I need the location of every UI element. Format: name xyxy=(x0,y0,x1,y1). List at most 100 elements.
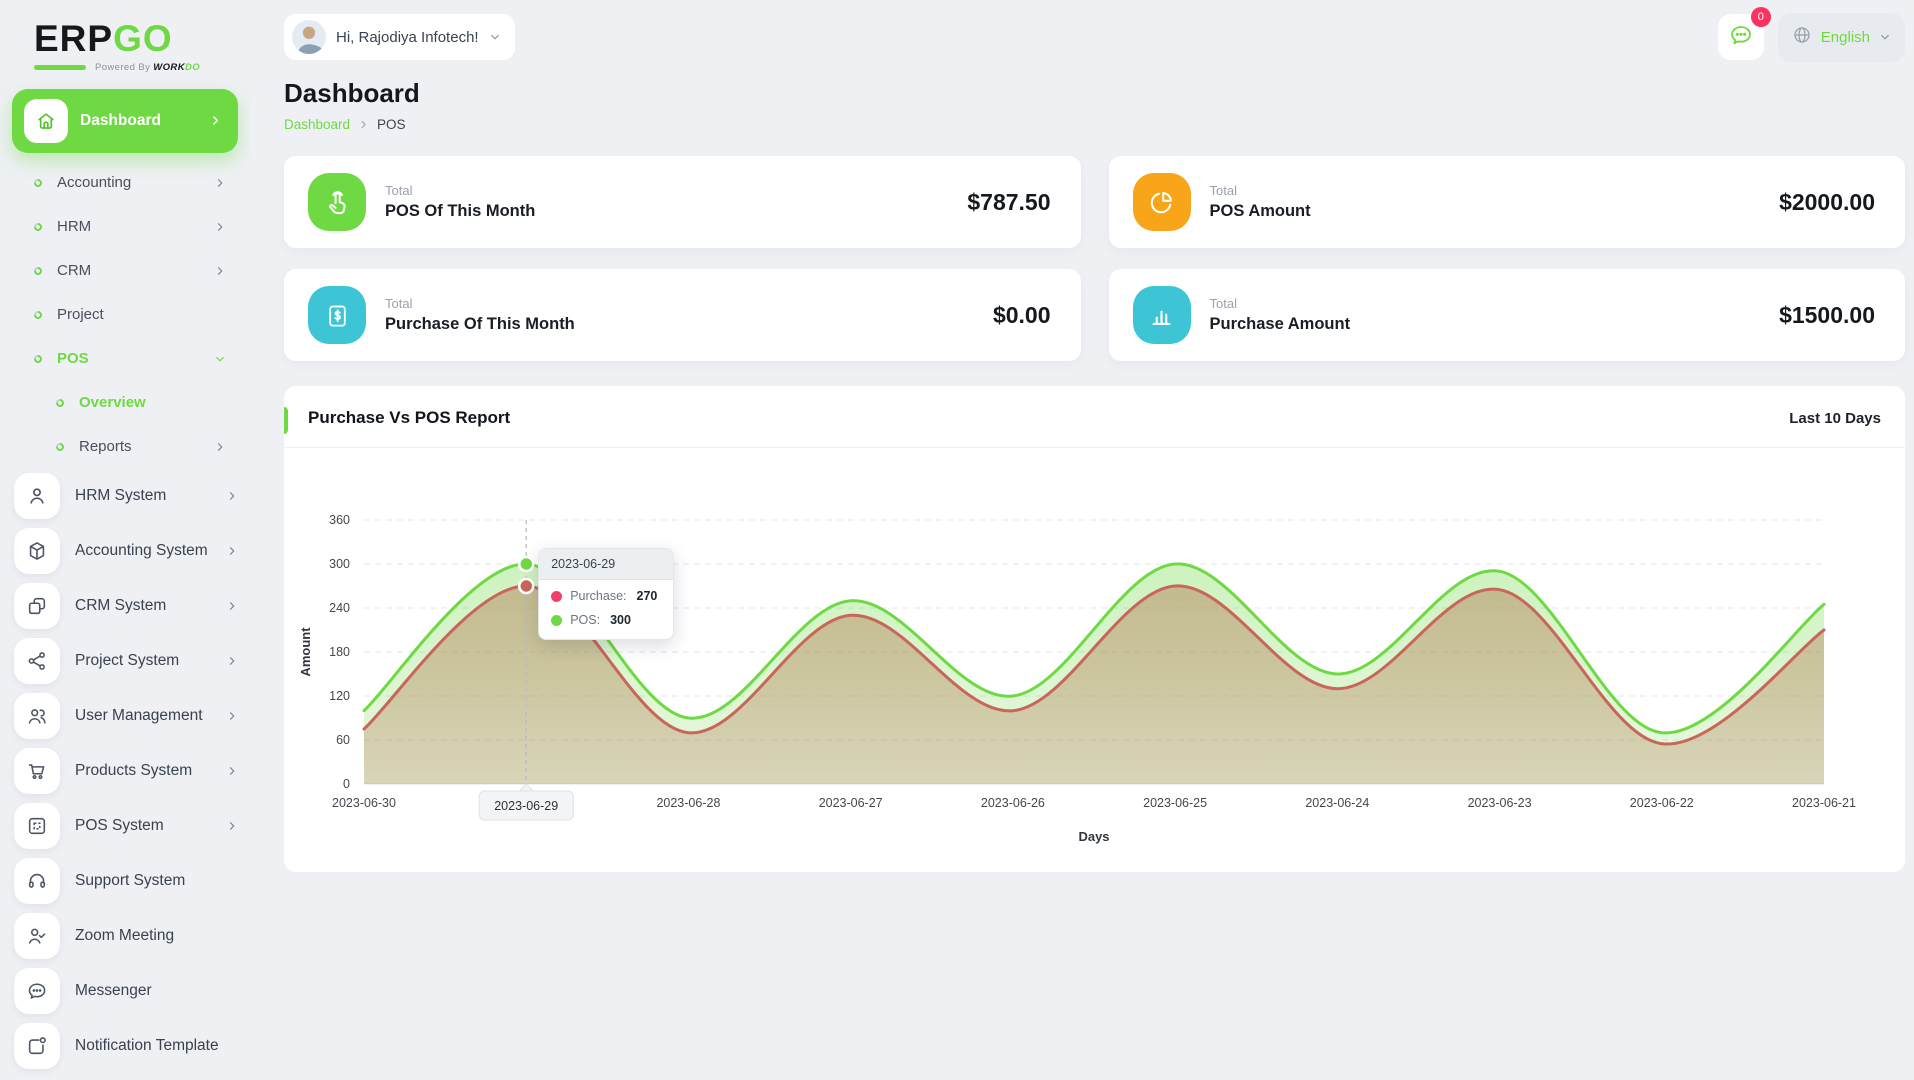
stat-card-meta: Total POS Amount xyxy=(1210,183,1780,221)
stat-card-kicker: Total xyxy=(385,296,413,311)
app-logo[interactable]: ERPGO Powered By WORKDO xyxy=(0,12,250,73)
chevron-right-icon xyxy=(214,177,226,189)
chart-canvas[interactable]: 2023-06-29 0 60 120 180 240 300 360 2023-06-30 20… xyxy=(284,458,1904,858)
sidebar-item-project-system[interactable]: Project System xyxy=(0,634,250,689)
sidebar-item-messenger[interactable]: Messenger xyxy=(0,964,250,1019)
pos-window-icon xyxy=(14,803,60,850)
bullet-icon xyxy=(54,397,66,409)
chevron-right-icon xyxy=(214,265,226,277)
windows-icon xyxy=(14,583,60,630)
sidebar-item-label: Project System xyxy=(75,652,180,670)
sidebar-item-label: Accounting System xyxy=(75,542,208,560)
share-icon xyxy=(14,638,60,685)
logo-underline xyxy=(34,64,86,70)
sidebar-item-label: Accounting xyxy=(57,174,132,192)
svg-text:180: 180 xyxy=(329,645,350,659)
series-dot-purchase xyxy=(551,590,563,602)
sidebar-item-crm[interactable]: CRM xyxy=(10,249,240,293)
tap-icon xyxy=(308,173,366,231)
sidebar-item-hrm[interactable]: HRM xyxy=(10,205,240,249)
sidebar-item-label: Dashboard xyxy=(80,111,161,129)
sidebar-item-label: HRM xyxy=(57,218,92,236)
sidebar-item-crm-system[interactable]: CRM System xyxy=(0,579,250,634)
purchase-vs-pos-chart[interactable]: 2023-06-29 0 60 120 180 240 300 360 2023-06-30 20… xyxy=(284,448,1905,872)
chevron-right-icon xyxy=(214,221,226,233)
chevron-down-icon xyxy=(214,353,226,365)
sidebar-item-accounting[interactable]: Accounting xyxy=(10,161,240,205)
stat-card-value: $787.50 xyxy=(967,188,1051,215)
stat-card-value: $2000.00 xyxy=(1779,188,1875,215)
sidebar-item-user-management[interactable]: User Management xyxy=(0,689,250,744)
stat-card-value: $1500.00 xyxy=(1779,301,1875,328)
report-range-label: Last 10 Days xyxy=(1789,409,1881,427)
sidebar-item-label: CRM xyxy=(57,262,92,280)
sidebar-item-label: User Management xyxy=(75,707,203,725)
chevron-right-icon xyxy=(209,114,222,127)
breadcrumb-current: POS xyxy=(377,117,406,132)
chevron-right-icon xyxy=(226,820,238,832)
sidebar-item-accounting-system[interactable]: Accounting System xyxy=(0,524,250,579)
sidebar-item-pos-system[interactable]: POS System xyxy=(0,799,250,854)
stat-cards: Total POS Of This Month $787.50 Total POS Am… xyxy=(284,156,1905,361)
logo-powered-by: Powered By WORKDO xyxy=(95,61,201,73)
svg-text:2023-06-27: 2023-06-27 xyxy=(819,796,883,810)
report-card: Purchase Vs POS Report Last 10 Days 2023… xyxy=(284,386,1905,872)
stat-card-pos-amount: Total POS Amount $2000.00 xyxy=(1108,156,1905,248)
sidebar-item-pos[interactable]: POS xyxy=(10,337,240,381)
sidebar-item-notification-template[interactable]: Notification Template xyxy=(0,1019,250,1074)
stat-card-purchase-amount: Total Purchase Amount $1500.00 xyxy=(1108,269,1905,361)
stat-card-kicker: Total xyxy=(1209,183,1237,198)
svg-text:Days: Days xyxy=(1078,829,1109,844)
stat-card-kicker: Total xyxy=(1209,296,1237,311)
sidebar-item-hrm-system[interactable]: HRM System xyxy=(0,469,250,524)
home-icon xyxy=(24,98,68,143)
sidebar-item-zoom-meeting[interactable]: Zoom Meeting xyxy=(0,909,250,964)
language-selector[interactable]: English xyxy=(1777,12,1905,62)
users-icon xyxy=(14,693,60,740)
bullet-icon xyxy=(32,221,44,233)
breadcrumb-home-link[interactable]: Dashboard xyxy=(284,117,351,132)
chevron-right-icon xyxy=(226,545,238,557)
sidebar-subitem-reports[interactable]: Reports xyxy=(10,425,240,469)
notifications-button[interactable]: 0 xyxy=(1717,7,1771,60)
globe-icon xyxy=(1792,25,1812,50)
sidebar-subitem-overview[interactable]: Overview xyxy=(10,381,240,425)
svg-text:2023-06-30: 2023-06-30 xyxy=(332,796,396,810)
svg-text:2023-06-23: 2023-06-23 xyxy=(1468,796,1532,810)
sidebar-nav: Dashboard Accounting HRM CRM Project POS Overv… xyxy=(0,73,250,469)
sidebar-item-label: HRM System xyxy=(75,487,167,505)
chevron-right-icon xyxy=(226,765,238,777)
chevron-right-icon xyxy=(226,710,238,722)
sidebar-item-label: Project xyxy=(57,306,104,324)
main-content: Hi, Rajodiya Infotech! 0 English Dashboa… xyxy=(250,0,1914,1080)
sidebar-item-support-system[interactable]: Support System xyxy=(0,854,250,909)
svg-text:Amount: Amount xyxy=(298,627,313,677)
sidebar-item-label: Messenger xyxy=(75,982,152,1000)
sidebar-item-dashboard[interactable]: Dashboard xyxy=(12,88,238,153)
sidebar-item-project[interactable]: Project xyxy=(10,293,240,337)
sidebar-item-label: POS xyxy=(57,350,89,368)
language-label: English xyxy=(1820,28,1870,46)
stat-card-meta: Total Purchase Of This Month xyxy=(385,296,993,334)
logo-wordmark: ERPGO xyxy=(34,18,173,59)
pie-chart-icon xyxy=(1132,173,1191,231)
svg-text:2023-06-29: 2023-06-29 xyxy=(494,799,558,813)
cube-icon xyxy=(14,528,60,575)
chevron-down-icon xyxy=(1879,31,1891,43)
svg-text:120: 120 xyxy=(329,689,350,703)
report-accent-bar xyxy=(284,407,288,434)
stat-card-label: POS Amount xyxy=(1209,202,1311,220)
chart-tooltip-label: Purchase: xyxy=(570,589,627,603)
bullet-icon xyxy=(32,309,44,321)
page-title: Dashboard xyxy=(284,78,420,108)
sidebar-item-products-system[interactable]: Products System xyxy=(0,744,250,799)
chevron-right-icon xyxy=(358,119,369,130)
stat-card-purchase-of-this-month: Total Purchase Of This Month $0.00 xyxy=(284,269,1081,361)
series-dot-pos xyxy=(551,614,563,626)
stat-card-pos-of-this-month: Total POS Of This Month $787.50 xyxy=(284,156,1081,248)
page-header: Dashboard Dashboard POS xyxy=(284,78,1905,132)
bullet-icon xyxy=(32,353,44,365)
svg-text:300: 300 xyxy=(329,557,350,571)
user-menu[interactable]: Hi, Rajodiya Infotech! xyxy=(284,14,515,60)
